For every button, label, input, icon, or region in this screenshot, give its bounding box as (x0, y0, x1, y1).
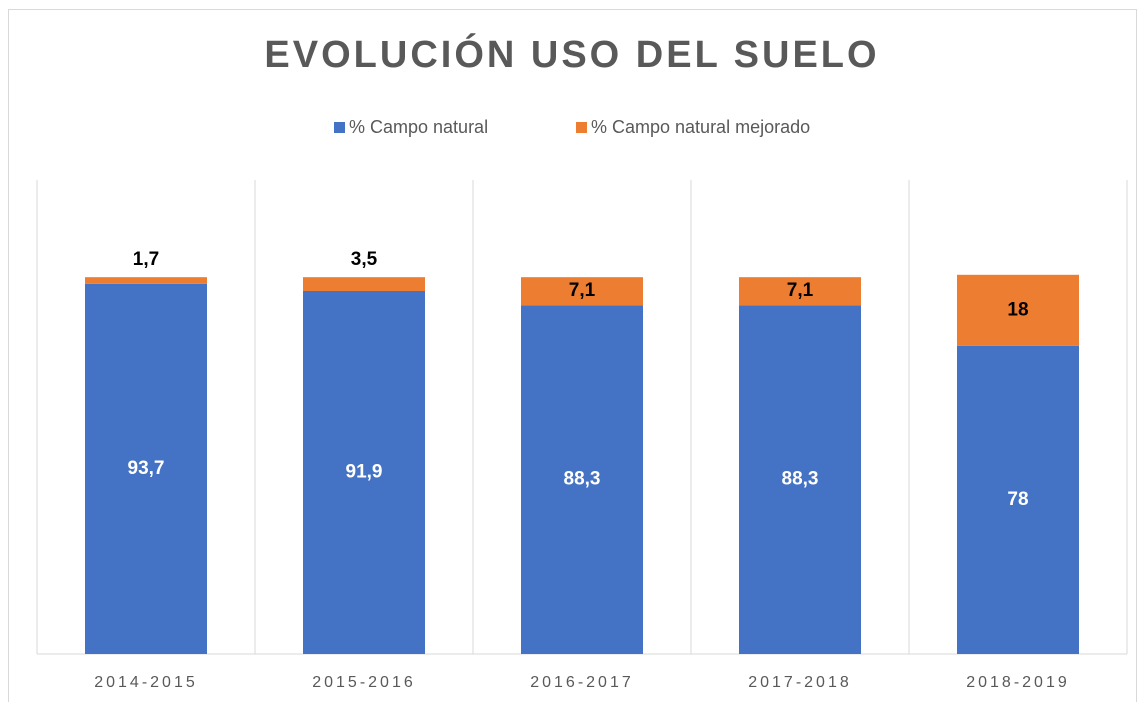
bar-segment (303, 277, 425, 291)
bar-segment (957, 345, 1079, 654)
legend-swatch (576, 122, 587, 133)
x-tick-label: 2015-2016 (312, 674, 416, 691)
bar-segment (85, 283, 207, 654)
chart-title: EVOLUCIÓN USO DEL SUELO (264, 32, 879, 76)
x-tick-label: 2014-2015 (94, 674, 198, 691)
legend-label: % Campo natural (349, 117, 488, 137)
data-label: 1,7 (133, 249, 159, 270)
data-label: 88,3 (564, 469, 601, 490)
bar-segment (739, 305, 861, 654)
x-tick-label: 2016-2017 (530, 674, 634, 691)
x-tick-label: 2017-2018 (748, 674, 852, 691)
data-label: 3,5 (351, 249, 378, 270)
bar-segment (303, 290, 425, 654)
bar-segment (521, 277, 643, 306)
data-label: 7,1 (787, 280, 814, 301)
data-label: 78 (1007, 489, 1028, 510)
bar-segment (521, 305, 643, 654)
data-label: 93,7 (128, 458, 165, 479)
data-label: 88,3 (782, 469, 819, 490)
legend-label: % Campo natural mejorado (591, 117, 810, 137)
data-label: 7,1 (569, 280, 596, 301)
data-label: 91,9 (346, 462, 383, 483)
legend-swatch (334, 122, 345, 133)
bar-segment (85, 277, 207, 284)
x-tick-label: 2018-2019 (966, 674, 1070, 691)
data-label: 18 (1007, 299, 1028, 320)
bar-segment (957, 274, 1079, 346)
bar-segment (739, 277, 861, 306)
